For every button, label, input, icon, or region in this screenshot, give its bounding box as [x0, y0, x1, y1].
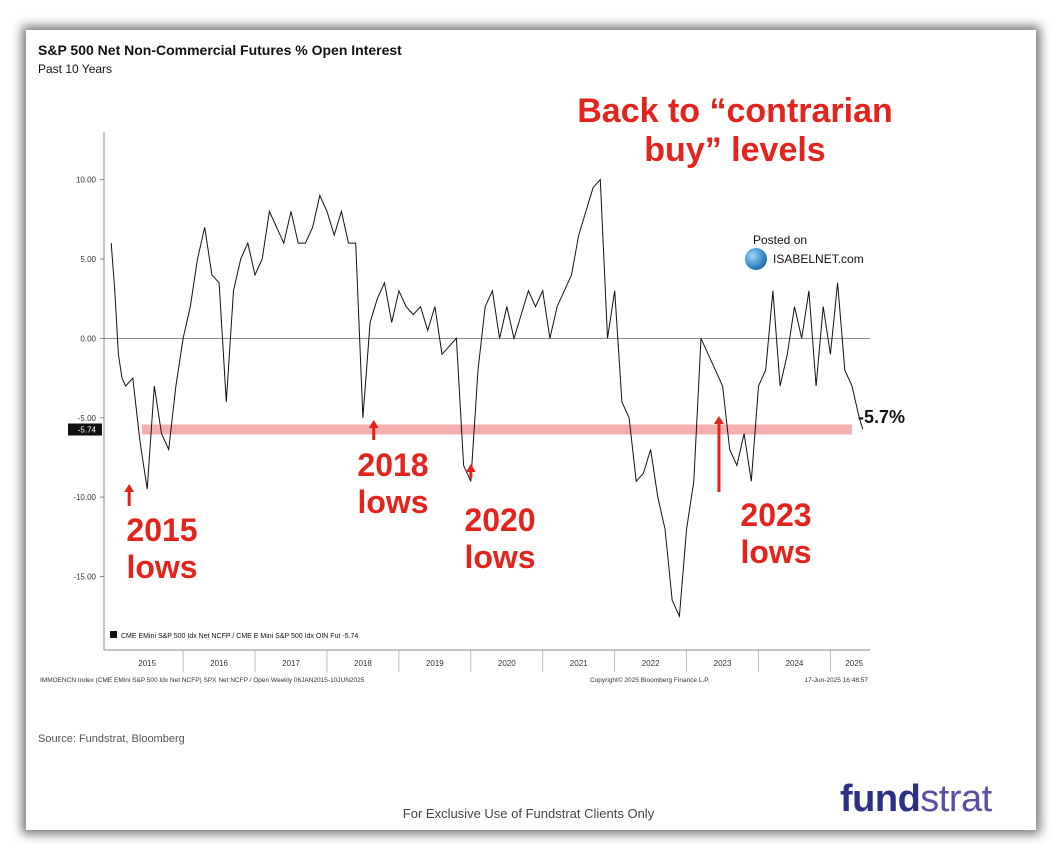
y-tick-label: 0.00: [80, 334, 96, 343]
legend-label: CME EMini S&P 500 Idx Net NCFP / CME E M…: [121, 633, 358, 640]
x-tick-label: 2019: [426, 659, 444, 668]
lows-2015-year: 2015: [126, 512, 198, 548]
lows-callout-2020: 2020 lows: [450, 502, 550, 576]
lows-callout-2023: 2023 lows: [726, 497, 826, 571]
lows-arrow-head: [124, 484, 135, 492]
x-tick-label: 2021: [570, 659, 588, 668]
lows-2018-word: lows: [357, 483, 429, 520]
lows-callout-2015: 2015 lows: [112, 512, 212, 586]
posted-watermark: Posted on ISABELNET.com: [745, 233, 864, 270]
reference-band: [142, 424, 852, 435]
x-tick-label: 2024: [786, 659, 804, 668]
x-tick-label: 2020: [498, 659, 516, 668]
logo-part-2: strat: [920, 778, 992, 820]
lows-arrow-head: [368, 420, 379, 428]
x-tick-label: 2016: [210, 659, 228, 668]
lows-arrow-head: [465, 464, 476, 472]
legend-swatch: [110, 631, 117, 638]
lows-2023-word: lows: [740, 533, 812, 570]
source-note: Source: Fundstrat, Bloomberg: [38, 733, 185, 745]
x-tick-label: 2025: [845, 659, 863, 668]
lows-arrow-head: [713, 416, 724, 424]
y-tick-label: 5.00: [80, 255, 96, 264]
y-tick-label: -5.00: [78, 414, 97, 423]
headline-callout: Back to “contrarian buy” levels: [560, 92, 910, 170]
chart-subtitle: Past 10 Years: [38, 62, 113, 76]
x-tick-label: 2015: [138, 659, 156, 668]
headline-line-2: buy” levels: [644, 131, 826, 170]
x-tick-label: 2023: [714, 659, 732, 668]
x-tick-label: 2018: [354, 659, 372, 668]
current-value-label: -5.7%: [858, 407, 906, 427]
footer-left: IMMOENCN Index (CME EMini S&P 500 Idx Ne…: [40, 677, 365, 684]
lows-callout-2018: 2018 lows: [338, 447, 448, 521]
footer-mid: Copyright© 2025 Bloomberg Finance L.P.: [590, 676, 710, 684]
x-tick-label: 2022: [642, 659, 660, 668]
lows-2018-year: 2018: [357, 447, 429, 483]
lows-2023-year: 2023: [740, 497, 812, 533]
fundstrat-logo: fundstrat: [840, 778, 992, 821]
data-series-line: [110, 178, 864, 619]
y-tick-label: -10.00: [73, 493, 96, 502]
headline-line-1: Back to “contrarian: [577, 92, 893, 130]
y-tick-label: 10.00: [76, 176, 97, 185]
lows-2020-word: lows: [464, 538, 536, 575]
lows-2020-year: 2020: [464, 502, 536, 538]
posted-line-1: Posted on: [753, 233, 808, 247]
exclusive-note: For Exclusive Use of Fundstrat Clients O…: [402, 806, 655, 821]
logo-part-1: fund: [840, 778, 921, 820]
chart-title: S&P 500 Net Non-Commercial Futures % Ope…: [38, 42, 402, 58]
x-tick-label: 2017: [282, 659, 300, 668]
posted-line-2: ISABELNET.com: [773, 252, 864, 266]
lows-2015-word: lows: [126, 548, 198, 585]
footer-right: 17-Jun-2025 16:48:57: [804, 677, 868, 684]
last-value-text: -5.74: [78, 425, 97, 434]
last-value-box: [68, 423, 102, 436]
globe-icon: [745, 248, 767, 270]
y-tick-label: -15.00: [73, 573, 96, 582]
